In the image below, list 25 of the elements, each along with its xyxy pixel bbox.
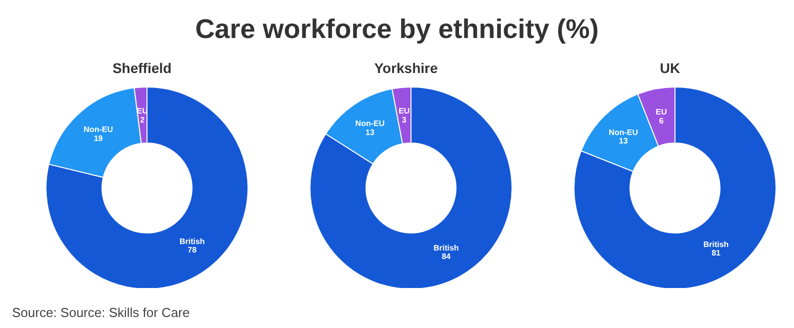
slice-label: EU	[398, 106, 410, 116]
donut-slice	[574, 86, 776, 288]
chart-title: Sheffield	[111, 60, 173, 78]
data-label: 13	[366, 128, 375, 137]
slice-label: Non-EU	[84, 124, 114, 134]
data-label: 13	[618, 136, 628, 146]
slice-label: Non-EU	[608, 128, 638, 137]
data-label: 6	[659, 116, 664, 126]
slice-label: British	[179, 236, 205, 246]
slice-label: British	[703, 240, 729, 249]
donut-slice	[310, 86, 512, 288]
chart-title: Yorkshire	[373, 60, 439, 78]
source-note: Source: Source: Skills for Care	[12, 305, 190, 320]
slice-label: Non-EU	[355, 119, 385, 128]
slice-label: British	[433, 243, 459, 252]
chart-title: UK	[658, 60, 682, 78]
text: Care workforce by ethnicity (%)	[194, 13, 600, 46]
data-label: 3	[402, 116, 407, 125]
data-label: 19	[94, 134, 104, 143]
data-label: 81	[712, 248, 722, 258]
donut-slice	[46, 86, 248, 288]
slice-label: EU	[656, 108, 668, 117]
data-label: 2	[140, 115, 146, 124]
data-label: 78	[188, 246, 198, 255]
data-label: 84	[442, 252, 452, 262]
